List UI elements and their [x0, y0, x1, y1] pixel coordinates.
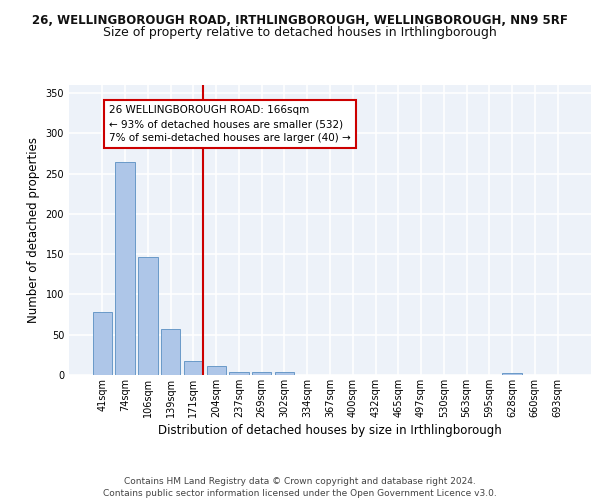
Bar: [93, 312, 112, 375]
X-axis label: Distribution of detached houses by size in Irthlingborough: Distribution of detached houses by size …: [158, 424, 502, 437]
Text: 26, WELLINGBOROUGH ROAD, IRTHLINGBOROUGH, WELLINGBOROUGH, NN9 5RF: 26, WELLINGBOROUGH ROAD, IRTHLINGBOROUGH…: [32, 14, 568, 27]
Bar: [252, 372, 271, 375]
Bar: [502, 372, 522, 375]
Bar: [161, 329, 181, 375]
Text: Size of property relative to detached houses in Irthlingborough: Size of property relative to detached ho…: [103, 26, 497, 39]
Bar: [275, 372, 294, 375]
Text: 26 WELLINGBOROUGH ROAD: 166sqm
← 93% of detached houses are smaller (532)
7% of : 26 WELLINGBOROUGH ROAD: 166sqm ← 93% of …: [109, 105, 351, 143]
Y-axis label: Number of detached properties: Number of detached properties: [27, 137, 40, 323]
Bar: [206, 366, 226, 375]
Bar: [229, 372, 248, 375]
Bar: [138, 258, 158, 375]
Bar: [184, 360, 203, 375]
Text: Contains HM Land Registry data © Crown copyright and database right 2024.
Contai: Contains HM Land Registry data © Crown c…: [103, 476, 497, 498]
Bar: [115, 162, 135, 375]
